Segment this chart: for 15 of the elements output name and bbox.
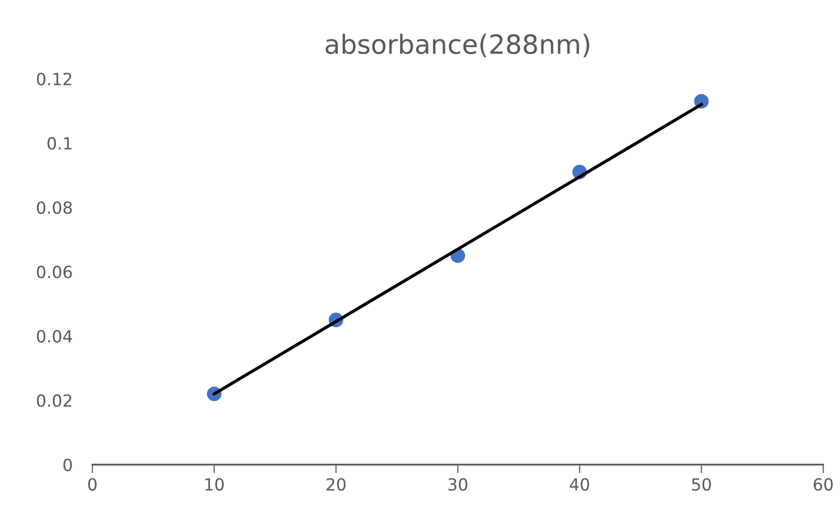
y-tick-label: 0.08 [36,201,72,214]
y-tick-label: 0.1 [48,137,72,150]
y-tick-label: 0.06 [36,266,72,278]
y-tick-label: 0.02 [36,394,72,407]
x-tick-label: 50 [692,478,711,491]
y-tick-label: 0.12 [36,72,72,86]
y-tick-label: 0.04 [36,330,72,343]
chart-title: absorbance(288nm) [326,34,590,58]
x-tick-label: 10 [205,478,224,491]
x-tick-label: 30 [448,478,468,491]
x-tick-label: 40 [570,478,590,491]
y-tick-label: 0 [63,458,72,472]
x-tick-label: 60 [814,478,833,491]
x-tick-label: 20 [326,478,346,491]
x-tick-label: 0 [88,478,97,491]
